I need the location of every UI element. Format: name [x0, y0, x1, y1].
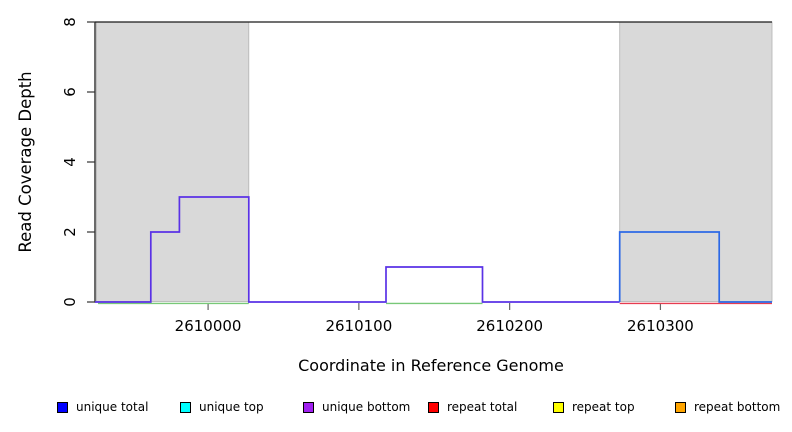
legend-label: unique bottom [322, 400, 411, 414]
x-tick-label: 2610300 [627, 317, 694, 335]
legend-swatch-unique-total [57, 401, 68, 413]
y-axis-label: Read Coverage Depth [16, 71, 35, 252]
legend-label: unique top [199, 400, 264, 414]
legend-label: repeat bottom [694, 400, 781, 414]
x-tick-label: 2610100 [325, 317, 392, 335]
legend-item-unique-top: unique top [180, 398, 264, 416]
y-tick-label: 4 [61, 157, 79, 167]
legend: unique total unique top unique bottom repea… [0, 398, 792, 418]
legend-swatch-unique-bottom [303, 401, 314, 413]
x-axis-label: Coordinate in Reference Genome [298, 356, 564, 375]
legend-swatch-repeat-bottom [675, 401, 686, 413]
repeat-region-left [96, 21, 250, 302]
legend-item-repeat-bottom: repeat bottom [675, 398, 780, 416]
legend-label: repeat top [572, 400, 635, 414]
series-unique-total [618, 231, 772, 303]
legend-label: unique total [76, 400, 149, 414]
series-unique-bottom [95, 196, 620, 303]
legend-label: repeat total [447, 400, 518, 414]
legend-item-unique-total: unique total [57, 398, 148, 416]
y-tick-label: 8 [61, 17, 79, 27]
x-tick-label: 2610200 [476, 317, 543, 335]
coverage-plot: 0 2 4 6 8 2610000 2610100 2610200 2610300 Read C… [16, 17, 773, 375]
legend-swatch-unique-top [180, 401, 191, 413]
legend-swatch-repeat-top [553, 401, 564, 413]
y-tick-label: 6 [61, 87, 79, 97]
legend-item-unique-bottom: unique bottom [303, 398, 410, 416]
legend-item-repeat-total: repeat total [428, 398, 517, 416]
repeat-region-right [619, 21, 773, 302]
y-tick-label: 2 [61, 227, 79, 237]
y-tick-label: 0 [61, 297, 79, 307]
plot-svg: 0 2 4 6 8 2610000 2610100 2610200 2610300 Read C… [16, 17, 773, 375]
legend-swatch-repeat-total [428, 401, 439, 413]
x-tick-label: 2610000 [175, 317, 242, 335]
legend-item-repeat-top: repeat top [553, 398, 635, 416]
